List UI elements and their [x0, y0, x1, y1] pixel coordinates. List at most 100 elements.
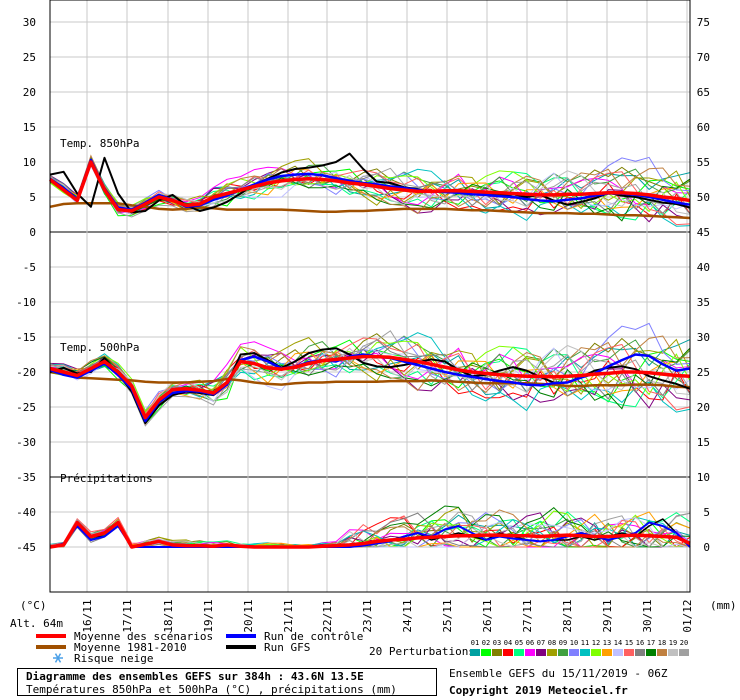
right-tick-label: 40	[697, 261, 710, 274]
control-line-precip	[49, 521, 691, 548]
perturbation-id: 18	[658, 639, 666, 647]
perturbation-swatch	[514, 649, 524, 656]
perturbation-swatch	[591, 649, 601, 656]
footer-title: Diagramme des ensembles GEFS sur 384h : …	[26, 670, 364, 683]
perturbation-swatch	[547, 649, 557, 656]
perturbation-swatch	[668, 649, 678, 656]
left-unit: (°C)	[20, 599, 47, 612]
perturbation-id: 08	[548, 639, 556, 647]
left-tick-label: 30	[23, 16, 36, 29]
x-date-label: 30/11	[641, 599, 654, 632]
right-tick-label: 15	[697, 436, 710, 449]
perturbation-id: 16	[636, 639, 644, 647]
footer-subtitle: Températures 850hPa et 500hPa (°C) , pré…	[26, 683, 397, 696]
left-tick-label: -30	[16, 436, 36, 449]
left-tick-label: -35	[16, 471, 36, 484]
right-tick-label: 25	[697, 366, 710, 379]
legend-scenario-mean-label: Moyenne des scénarios	[74, 630, 213, 643]
perturbation-id: 06	[526, 639, 534, 647]
chart-series	[48, 152, 691, 549]
x-date-label: 17/11	[121, 599, 134, 632]
perturbation-line-t500	[49, 337, 691, 417]
perturbation-swatch	[657, 649, 667, 656]
x-date-label: 26/11	[481, 599, 494, 632]
perturbation-id: 09	[559, 639, 567, 647]
x-date-label: 22/11	[321, 599, 334, 632]
left-tick-label: -10	[16, 296, 36, 309]
x-date-label: 24/11	[401, 599, 414, 632]
x-date-label: 16/11	[81, 599, 94, 632]
left-tick-label: 0	[29, 226, 36, 239]
perturbation-id: 17	[647, 639, 655, 647]
perturbation-id: 03	[493, 639, 501, 647]
perturbation-swatch	[624, 649, 634, 656]
perturbation-swatch	[470, 649, 480, 656]
perturbation-swatch	[558, 649, 568, 656]
chart-labels: (°C) (mm) Alt. 64m Temp. 850hPa Temp. 500hPa…	[10, 137, 737, 630]
right-tick-label: 50	[697, 191, 710, 204]
perturbation-swatch	[481, 649, 491, 656]
perturbation-id: 12	[592, 639, 600, 647]
copyright: Copyright 2019 Meteociel.fr	[449, 684, 628, 697]
left-tick-label: -45	[16, 541, 36, 554]
panel-label-850: Temp. 850hPa	[60, 137, 139, 150]
perturbation-id: 11	[581, 639, 589, 647]
climate-mean-500	[49, 370, 691, 389]
x-date-label: 23/11	[361, 599, 374, 632]
footer-title-box: Diagramme des ensembles GEFS sur 384h : …	[17, 668, 437, 696]
right-tick-label: 20	[697, 401, 710, 414]
perturbation-swatch	[525, 649, 535, 656]
x-date-label: 18/11	[162, 599, 175, 632]
perturbation-swatch	[536, 649, 546, 656]
left-tick-label: 15	[23, 121, 36, 134]
perturbation-line-t850	[49, 159, 691, 226]
right-tick-label: 10	[697, 471, 710, 484]
gfs-line-850	[49, 152, 691, 214]
perturbation-id: 04	[504, 639, 512, 647]
perturbation-line-precip	[49, 509, 691, 548]
left-tick-label: 20	[23, 86, 36, 99]
right-tick-label: 75	[697, 16, 710, 29]
right-tick-label: 45	[697, 226, 710, 239]
perturbation-swatch	[679, 649, 689, 656]
legend-snow-risk-label: Risque neige	[74, 652, 153, 665]
right-tick-label: 30	[697, 331, 710, 344]
perturbation-id: 10	[570, 639, 578, 647]
perturbation-swatch	[635, 649, 645, 656]
panel-label-precip: Précipitations	[60, 472, 153, 485]
perturbation-id: 01	[471, 639, 479, 647]
altitude-label: Alt. 64m	[10, 617, 63, 630]
perturbation-swatch	[646, 649, 656, 656]
scenario-mean-500	[49, 354, 691, 420]
left-tick-label: -15	[16, 331, 36, 344]
perturbation-line-t850	[49, 156, 691, 210]
perturbation-swatch	[503, 649, 513, 656]
snowflake-icon	[54, 653, 62, 663]
legend-climate-mean-label: Moyenne 1981-2010	[74, 641, 187, 654]
plot-frame	[49, 0, 691, 593]
left-tick-label: -20	[16, 366, 36, 379]
perturbation-swatch	[602, 649, 612, 656]
left-tick-label: -5	[23, 261, 36, 274]
perturbation-id: 07	[537, 639, 545, 647]
climate-mean-850	[49, 202, 691, 220]
left-tick-label: -40	[16, 506, 36, 519]
perturbation-swatch	[492, 649, 502, 656]
x-date-label: 19/11	[202, 599, 215, 632]
perturbation-id: 14	[614, 639, 622, 647]
x-date-label: 25/11	[441, 599, 454, 632]
perturbation-swatch	[569, 649, 579, 656]
perturbation-id: 15	[625, 639, 633, 647]
right-unit: (mm)	[710, 599, 737, 612]
x-date-label: 20/11	[242, 599, 255, 632]
perturbation-id: 05	[515, 639, 523, 647]
perturbation-line-t500	[49, 322, 691, 412]
right-tick-label: 5	[703, 506, 710, 519]
perturbation-id: 02	[482, 639, 490, 647]
perturbation-id: 13	[603, 639, 611, 647]
x-date-label: 28/11	[561, 599, 574, 632]
x-date-label: 01/12	[681, 599, 694, 632]
